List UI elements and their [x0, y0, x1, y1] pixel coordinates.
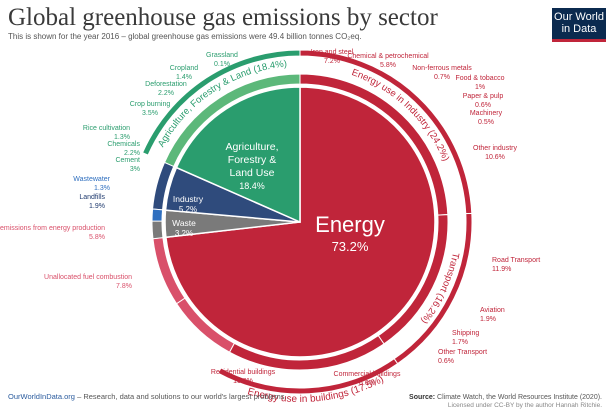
subsector-label: Cropland [170, 65, 199, 72]
label-industry-value: 5.2% [179, 205, 197, 214]
subsector-label: Landfills [79, 194, 105, 201]
subsector-label: Paper & pulp [463, 93, 504, 100]
subsector-value: 10.9% [233, 378, 253, 385]
logo-line-1: Our World [554, 11, 604, 23]
subsector-label: Food & tobacco [455, 75, 504, 82]
subsector-value: 3.5% [142, 110, 158, 117]
subsector-value: 2.2% [158, 90, 174, 97]
subsector-label: Fugitive emissions from energy productio… [0, 225, 105, 232]
label-agriculture-1: Agriculture, [225, 141, 278, 153]
subsector-label: Other Transport [438, 349, 487, 356]
subsector-label: Cement [115, 157, 140, 164]
subsector-value: 0.1% [214, 61, 230, 68]
footer-site-link[interactable]: OurWorldInData.org [8, 392, 75, 401]
label-energy-value: 73.2% [332, 239, 369, 254]
sector-agriculture [175, 86, 301, 224]
subsector-value: 0.6% [438, 358, 454, 365]
subsector-label: Unallocated fuel combustion [44, 274, 132, 281]
subsector-value: 5.8% [380, 62, 396, 69]
subsector-label: Crop burning [130, 101, 171, 108]
subsector-value: 5.8% [89, 234, 105, 241]
footer-tagline: – Research, data and solutions to our wo… [74, 392, 287, 401]
subsector-value: 2.2% [124, 150, 140, 157]
subsector-label: Wastewater [73, 176, 110, 183]
subsector-value: 1.9% [480, 316, 496, 323]
subsector-value: 1.3% [114, 134, 130, 141]
subsector-value: 6.6% [359, 380, 375, 387]
subsector-value: 7.8% [116, 283, 132, 290]
owid-logo[interactable]: Our World in Data [552, 8, 606, 42]
label-agriculture-value: 18.4% [239, 181, 265, 191]
subsector-label: Shipping [452, 330, 479, 337]
subsector-value: 0.7% [434, 74, 450, 81]
subsector-label: Iron and steel [311, 49, 354, 56]
subsector-value: 1.4% [176, 74, 192, 81]
label-industry: Industry [173, 194, 204, 204]
label-agriculture-2: Forestry & [228, 154, 276, 166]
logo-line-2: in Data [561, 23, 597, 35]
footer-source-label: Source: [409, 394, 436, 401]
subsector-label: Non-ferrous metals [412, 65, 472, 72]
label-energy: Energy [315, 212, 385, 237]
subsector-value: 1% [475, 84, 485, 91]
subsector-label: Road Transport [492, 257, 540, 264]
chart-title: Global greenhouse gas emissions by secto… [8, 4, 438, 31]
subsector-label: Machinery [470, 110, 503, 117]
subsector-label: Grassland [206, 52, 238, 59]
subsector-label: Chemicals [107, 141, 140, 148]
footer-source: Source: Climate Watch, the World Resourc… [409, 394, 602, 401]
subsector-value: 10.6% [485, 154, 505, 161]
label-waste-value: 3.2% [175, 229, 193, 238]
subsector-value: 0.6% [475, 102, 491, 109]
label-agriculture-3: Land Use [230, 167, 275, 179]
subsector-value: 1.9% [89, 203, 105, 210]
footer-license: Licensed under CC-BY by the author Hanna… [447, 402, 602, 409]
subsector-label: Rice cultivation [83, 125, 130, 132]
subsector-label: Aviation [480, 307, 505, 314]
footer-source-text: Climate Watch, the World Resources Insti… [435, 394, 602, 401]
subsector-value: 3% [130, 166, 140, 173]
subsector-label: Commercial buildings [334, 371, 401, 378]
subsector-label: Residential buildings [211, 369, 276, 376]
subsector-value: 0.5% [478, 119, 494, 126]
label-waste: Waste [172, 218, 196, 228]
footer-site: OurWorldInData.org – Research, data and … [8, 392, 287, 401]
subsector-value: 1.7% [452, 339, 468, 346]
subsector-value: 7.2% [324, 58, 340, 65]
subsector-label: Deforestation [145, 81, 187, 88]
subsector-value: 1.3% [94, 185, 110, 192]
ring-agriculture [163, 73, 301, 168]
chart-subtitle: This is shown for the year 2016 – global… [8, 32, 362, 41]
subsector-label: Other industry [473, 145, 517, 152]
ring-wastewater [151, 208, 164, 222]
subsector-label: Chemical & petrochemical [347, 53, 429, 60]
group-arc-buildings [217, 358, 399, 395]
subsector-value: 11.9% [492, 266, 511, 273]
group-arc-agriculture [141, 49, 301, 156]
